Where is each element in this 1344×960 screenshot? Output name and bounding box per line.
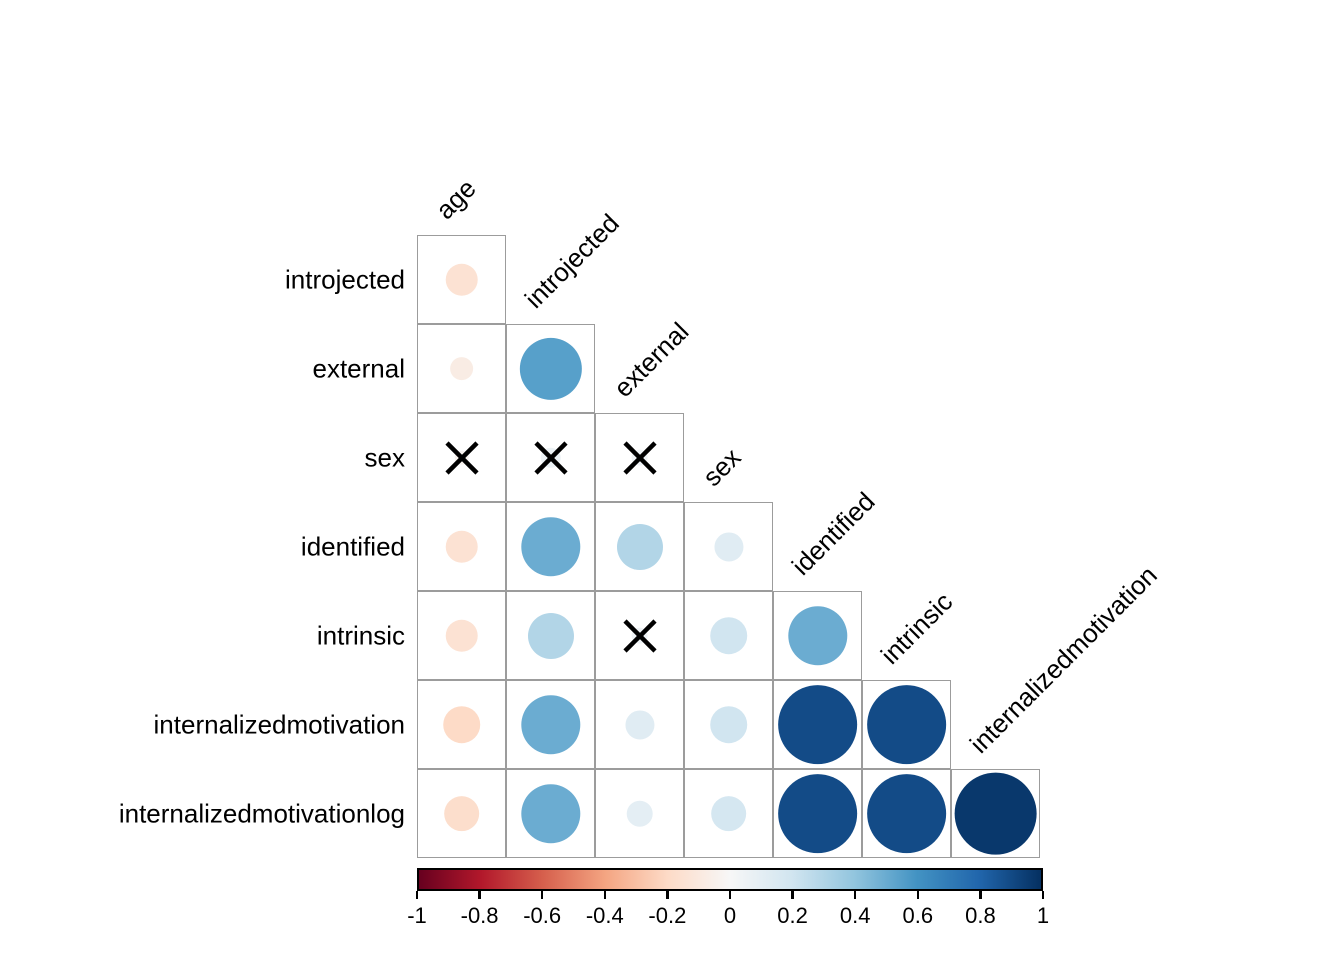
colorbar-tick-label-0.8: 0.8 bbox=[965, 903, 996, 928]
column-label-age: age bbox=[429, 173, 482, 225]
correlation-circle bbox=[445, 619, 478, 652]
row-label-internalizedmotivationlog: internalizedmotivationlog bbox=[118, 798, 405, 828]
colorbar-tick-label--0.2: -0.2 bbox=[648, 903, 687, 928]
cell-internalizedmotivationlog-sex bbox=[684, 769, 773, 858]
colorbar-tick-label-0.4: 0.4 bbox=[839, 903, 871, 928]
correlation-circle bbox=[954, 772, 1037, 855]
cell-sex-introjected bbox=[506, 413, 595, 502]
cell-intrinsic-external bbox=[595, 591, 684, 680]
colorbar-tick-label--1: -1 bbox=[407, 903, 427, 928]
cell-identified-introjected bbox=[506, 502, 595, 591]
cell-identified-external bbox=[595, 502, 684, 591]
colorbar-tick-label-0.6: 0.6 bbox=[902, 903, 934, 928]
column-label-introjected: introjected bbox=[518, 207, 625, 314]
colorbar-tick bbox=[540, 891, 544, 899]
colorbar-tick bbox=[979, 891, 982, 899]
cell-external-introjected bbox=[506, 324, 595, 413]
column-label-sex: sex bbox=[696, 442, 747, 492]
correlation-circle bbox=[709, 705, 748, 744]
correlation-circle bbox=[866, 773, 947, 854]
column-label-internalizedmotivation: internalizedmotivation bbox=[963, 559, 1163, 759]
correlation-circle bbox=[616, 523, 663, 570]
cell-internalizedmotivationlog-internalizedmotivation bbox=[951, 769, 1040, 858]
cell-intrinsic-introjected bbox=[506, 591, 595, 680]
row-label-identified: identified bbox=[300, 531, 405, 561]
not-significant-x-icon bbox=[444, 440, 479, 475]
cell-internalizedmotivationlog-external bbox=[595, 769, 684, 858]
correlation-circle bbox=[442, 705, 481, 744]
cell-internalizedmotivation-intrinsic bbox=[862, 680, 951, 769]
colorbar-tick-label-1: 1 bbox=[1036, 903, 1050, 928]
correlation-circle bbox=[710, 795, 747, 832]
colorbar-tick-label-0.2: 0.2 bbox=[777, 903, 808, 928]
column-label-identified: identified bbox=[785, 486, 881, 581]
colorbar-tick bbox=[791, 891, 794, 899]
column-label-external: external bbox=[607, 316, 695, 403]
row-label-intrinsic: intrinsic bbox=[316, 620, 405, 650]
cell-sex-external bbox=[595, 413, 684, 502]
cell-internalizedmotivation-age bbox=[417, 680, 506, 769]
colorbar-tick bbox=[916, 891, 920, 899]
correlation-circle bbox=[520, 516, 581, 577]
correlation-circle bbox=[520, 694, 581, 755]
correlation-circle bbox=[449, 356, 474, 381]
cell-intrinsic-age bbox=[417, 591, 506, 680]
cell-identified-sex bbox=[684, 502, 773, 591]
cell-sex-age bbox=[417, 413, 506, 502]
cell-internalizedmotivation-sex bbox=[684, 680, 773, 769]
correlation-circle bbox=[443, 795, 480, 832]
correlation-circle bbox=[445, 263, 478, 296]
colorbar-tick-label--0.6: -0.6 bbox=[523, 903, 562, 928]
correlation-circle bbox=[520, 783, 581, 844]
not-significant-x-icon bbox=[622, 440, 657, 475]
row-label-external: external bbox=[312, 353, 406, 383]
correlation-circle bbox=[777, 773, 858, 854]
colorbar-tick bbox=[728, 891, 732, 899]
cell-internalizedmotivation-external bbox=[595, 680, 684, 769]
colorbar-tick-label--0.8: -0.8 bbox=[460, 903, 499, 928]
colorbar-tick bbox=[603, 891, 607, 899]
row-label-introjected: introjected bbox=[285, 264, 405, 294]
colorbar-tick bbox=[853, 891, 857, 899]
colorbar-tick bbox=[415, 891, 419, 899]
cell-intrinsic-identified bbox=[773, 591, 862, 680]
cell-internalizedmotivationlog-identified bbox=[773, 769, 862, 858]
correlation-circle bbox=[709, 616, 748, 655]
cell-internalizedmotivation-introjected bbox=[506, 680, 595, 769]
cell-internalizedmotivationlog-intrinsic bbox=[862, 769, 951, 858]
cell-internalizedmotivationlog-introjected bbox=[506, 769, 595, 858]
correlation-circle bbox=[713, 531, 744, 562]
not-significant-x-icon bbox=[533, 440, 568, 475]
cell-introjected-age bbox=[417, 235, 506, 324]
correlation-circle bbox=[527, 612, 574, 659]
row-label-sex: sex bbox=[364, 442, 405, 472]
correlation-circle bbox=[445, 530, 478, 563]
correlation-circle bbox=[624, 709, 655, 740]
colorbar-tick bbox=[1041, 891, 1045, 899]
column-label-intrinsic: intrinsic bbox=[874, 586, 959, 670]
colorbar-tick bbox=[478, 891, 481, 899]
correlation-circle bbox=[866, 684, 947, 765]
colorbar-gradient bbox=[417, 868, 1043, 891]
cell-external-age bbox=[417, 324, 506, 413]
colorbar-tick bbox=[666, 891, 669, 899]
not-significant-x-icon bbox=[622, 618, 657, 653]
row-label-internalizedmotivation: internalizedmotivation bbox=[153, 709, 405, 739]
correlation-circle bbox=[626, 800, 653, 827]
cell-internalizedmotivationlog-age bbox=[417, 769, 506, 858]
colorbar-tick-label--0.4: -0.4 bbox=[585, 903, 624, 928]
cell-intrinsic-sex bbox=[684, 591, 773, 680]
colorbar-tick-label-0: 0 bbox=[723, 903, 737, 928]
correlation-circle bbox=[777, 684, 858, 765]
cell-identified-age bbox=[417, 502, 506, 591]
correlation-circle bbox=[519, 337, 582, 400]
cell-internalizedmotivation-identified bbox=[773, 680, 862, 769]
correlation-circle bbox=[787, 605, 848, 666]
